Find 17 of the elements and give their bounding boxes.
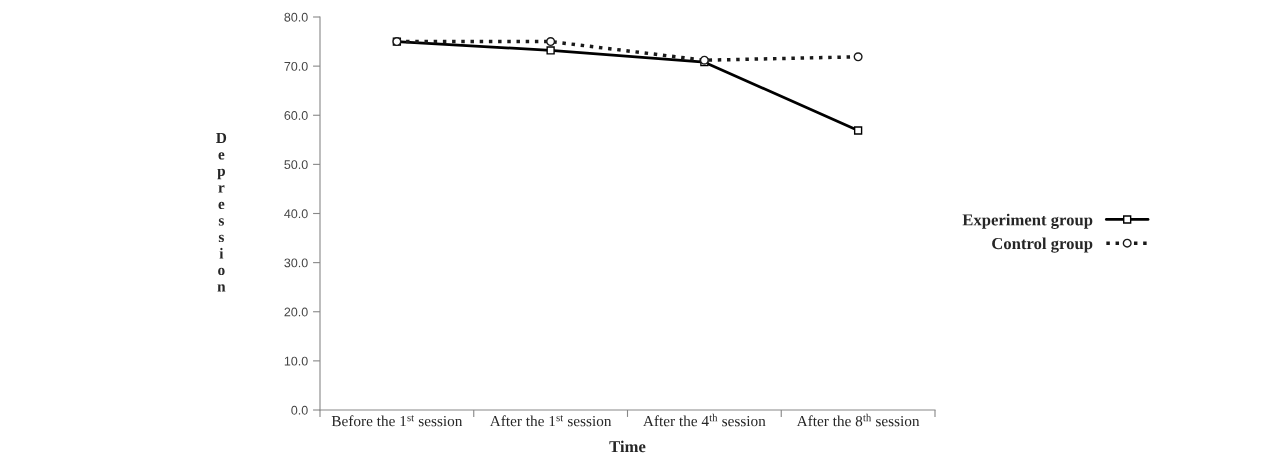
y-tick-label: 60.0: [284, 111, 308, 120]
x-tick-label: Before the 1$^{st}$ session: [331, 415, 463, 427]
x-tick-label: After the 4$^{th}$ session: [643, 413, 766, 427]
legend-label: Experiment group: [962, 213, 1093, 229]
y-tick-label: 80.0: [284, 12, 308, 22]
y-tick-label: 70.0: [284, 61, 308, 71]
y-tick-label: 10.0: [284, 356, 308, 366]
y-tick-label: 20.0: [284, 307, 308, 317]
x-tick-label: After the 8$^{th}$ session: [796, 413, 920, 427]
x-tick-label: After the 1$^{st}$ session: [489, 415, 612, 427]
y-tick-label: 50.0: [284, 160, 308, 170]
y-tick-label: 0.0: [291, 405, 308, 415]
y-tick-label: 40.0: [284, 209, 308, 219]
x-axis-title: Time: [609, 440, 646, 453]
y-tick-label: 30.0: [284, 258, 308, 268]
text: Depression: [216, 132, 227, 292]
legend-label: Control group: [992, 237, 1093, 253]
